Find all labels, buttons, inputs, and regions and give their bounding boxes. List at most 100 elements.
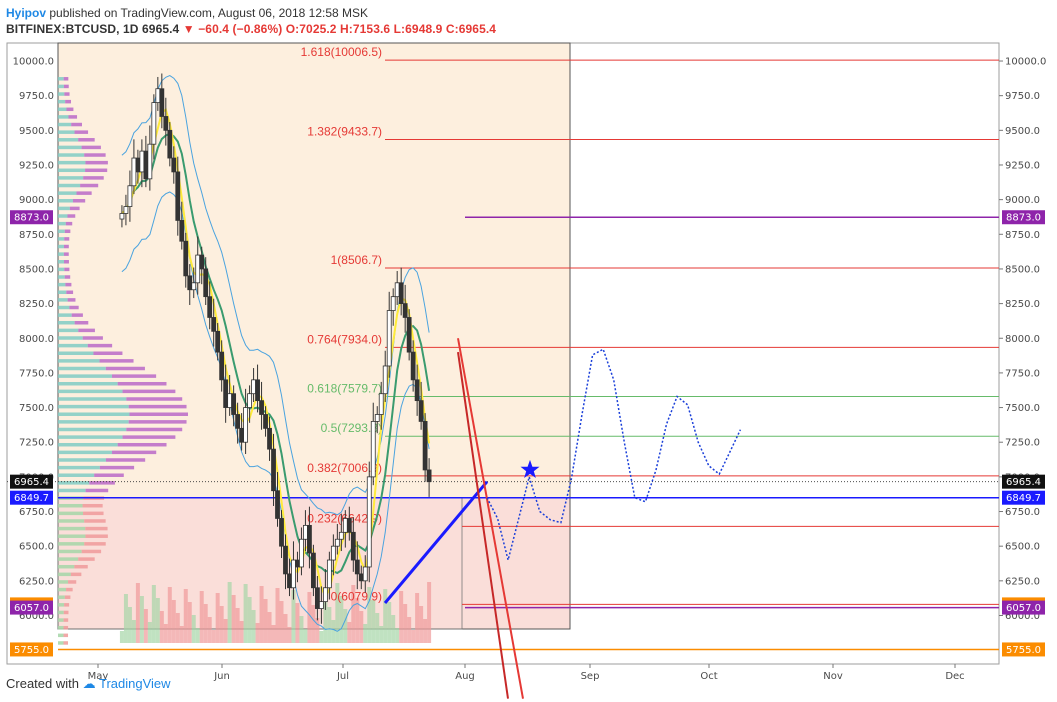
candle-up xyxy=(322,587,328,603)
price-tags: 8873.08873.06965.46965.46849.76849.76079… xyxy=(10,210,1045,657)
volume-profile-bar-down xyxy=(83,511,104,516)
candle-down xyxy=(171,157,177,173)
candle-down xyxy=(143,150,149,180)
volume-profile-bar-up xyxy=(58,199,73,203)
volume-profile-bar-down xyxy=(64,595,71,599)
volume-profile-bar-up xyxy=(58,542,85,546)
publish-header: Hyipov published on TradingView.com, Aug… xyxy=(6,4,368,22)
candle-down xyxy=(307,524,312,554)
volume-bar xyxy=(207,617,212,643)
volume-profile-bar-down xyxy=(65,282,72,287)
fib-label: 1.618(10006.5) xyxy=(301,45,382,59)
volume-bar xyxy=(291,590,296,643)
candle-up xyxy=(227,393,233,408)
publish-info: published on TradingView.com, August 06,… xyxy=(49,6,369,20)
y-tick-label-right: 6000.0 xyxy=(1005,611,1040,622)
volume-bar xyxy=(227,582,232,643)
volume-profile-bar-up xyxy=(58,473,95,477)
volume-bar xyxy=(243,584,248,643)
candle-up xyxy=(151,102,157,145)
volume-bar xyxy=(335,583,340,643)
volume-profile-bar-down xyxy=(71,313,83,317)
candle-up xyxy=(303,524,308,540)
y-tick-label-left: 9500.0 xyxy=(19,126,54,137)
volume-profile-bar-down xyxy=(81,145,101,150)
ohlc-values: O:7025.2 H:7153.6 L:6948.9 C:6965.4 xyxy=(285,22,497,36)
volume-profile-bar-up xyxy=(58,145,82,150)
volume-bar xyxy=(363,624,368,643)
volume-bar xyxy=(191,615,196,643)
volume-bar xyxy=(283,614,288,643)
volume-profile-bar-down xyxy=(63,641,69,645)
y-tick-label-left: 7750.0 xyxy=(19,368,54,379)
volume-profile-bar-down xyxy=(84,542,106,546)
candle-up xyxy=(291,559,296,589)
volume-profile-bar-up xyxy=(58,214,68,218)
volume-profile-bar-up xyxy=(58,359,100,363)
volume-profile-bar-down xyxy=(82,503,103,508)
tradingview-link[interactable]: TradingView xyxy=(99,676,171,691)
volume-profile-bar-down xyxy=(63,77,69,81)
candle-up xyxy=(191,282,197,291)
volume-profile-bar-down xyxy=(69,305,79,310)
volume-bar xyxy=(311,605,316,643)
price-tag-right-text: 5755.0 xyxy=(1006,645,1041,656)
x-tick-label: Jul xyxy=(336,671,349,682)
volume-profile-bar-up xyxy=(58,206,70,211)
volume-profile-bar-up xyxy=(58,519,85,523)
fib-label: 0(6079.9) xyxy=(331,589,382,603)
candle-up xyxy=(247,393,252,408)
candle-down xyxy=(418,400,424,422)
price-tag-left xyxy=(10,210,53,225)
volume-profile-bar-down xyxy=(126,397,183,401)
volume-bar xyxy=(347,622,352,643)
volume-profile-bar-up xyxy=(58,389,123,394)
volume-profile-bar-up xyxy=(58,92,65,96)
volume-profile-bar-down xyxy=(129,412,189,416)
volume-profile-bar-down xyxy=(78,557,95,561)
volume-bar xyxy=(263,599,268,643)
volume-bar xyxy=(159,611,164,643)
volume-bar xyxy=(415,593,420,643)
candle-down xyxy=(239,427,245,443)
candle-down xyxy=(255,379,260,402)
price-tag-left-text: 8873.0 xyxy=(14,213,49,224)
volume-profile-bar-down xyxy=(64,275,71,279)
candle-up xyxy=(378,393,384,415)
y-tick-label-right: 8000.0 xyxy=(1005,334,1040,345)
volume-profile-bar-up xyxy=(58,465,100,470)
volume-profile-bar-up xyxy=(58,160,86,165)
volume-profile-bar-up xyxy=(58,115,69,119)
volume-bar xyxy=(427,582,432,643)
y-axis-right: 10000.0 9750.0 9500.0 9250.0 9000.0 8750.0 850… xyxy=(999,57,1046,622)
volume-bar xyxy=(135,583,140,643)
volume-bar xyxy=(339,596,344,643)
volume-profile-bar-down xyxy=(64,237,70,241)
volume-bar xyxy=(131,620,136,643)
price-tag-right xyxy=(1002,210,1045,225)
volume-profile-bar-down xyxy=(63,633,69,638)
candle-up xyxy=(394,282,400,298)
volume-profile-bar-up xyxy=(58,153,85,157)
volume-profile-bar-up xyxy=(58,564,75,569)
volume-profile-bar-up xyxy=(58,107,67,112)
volume-profile-bar-up xyxy=(58,526,86,531)
down-arrow-icon: ▼ xyxy=(182,22,195,36)
y-tick-label-left: 7250.0 xyxy=(19,438,54,449)
volume-bar xyxy=(367,587,372,643)
volume-bar xyxy=(307,592,312,643)
author-name[interactable]: Hyipov xyxy=(6,6,47,20)
candle-down xyxy=(219,351,225,381)
volume-profile-bar-up xyxy=(58,282,66,287)
volume-bar xyxy=(399,591,404,643)
volume-bar xyxy=(403,604,408,643)
volume-profile-bar-down xyxy=(99,465,135,470)
x-tick-label: Jun xyxy=(213,671,230,682)
price-tag-left xyxy=(10,642,53,657)
volume-bar xyxy=(211,630,216,643)
volume-profile-bar-up xyxy=(58,328,79,333)
volume-bar xyxy=(419,606,424,643)
volume-bar xyxy=(411,630,416,643)
volume-profile-bar-down xyxy=(84,153,106,157)
